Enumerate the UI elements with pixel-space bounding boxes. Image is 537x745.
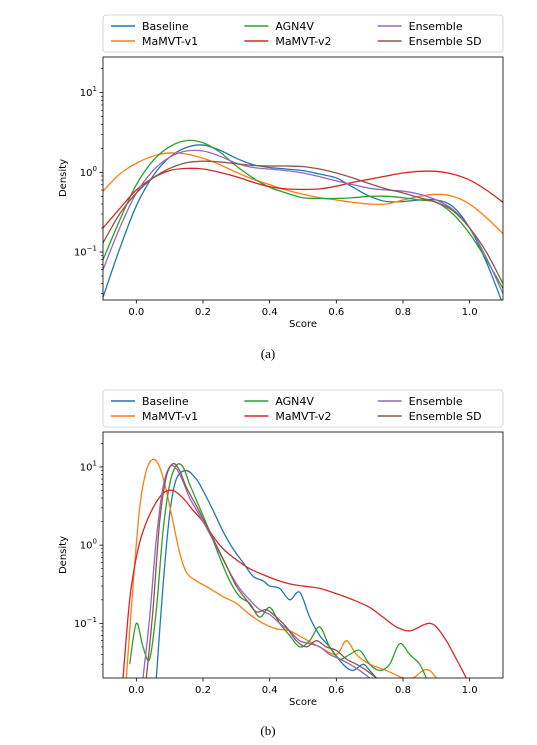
x-tick-label: 0.6: [328, 685, 344, 696]
legend-label: AGN4V: [275, 20, 314, 33]
legend-label: Ensemble: [409, 395, 463, 408]
y-axis-label: Density: [58, 159, 69, 197]
x-tick-label: 0.0: [128, 685, 144, 696]
x-tick-label: 0.2: [195, 685, 211, 696]
legend-label: MaMVT-v2: [275, 410, 331, 423]
x-tick-label: 0.2: [195, 307, 211, 318]
plot-frame: [102, 431, 504, 679]
caption-a: (a): [261, 346, 275, 361]
series-line-ensemble-sd: [145, 462, 377, 678]
legend-label: MaMVT-v1: [142, 35, 198, 48]
x-axis-label: Score: [289, 319, 317, 330]
y-axis-label: Density: [58, 536, 69, 574]
legend-label: Ensemble: [409, 20, 463, 33]
chart-panel-a: Baseline MaMVT-v1 AGN4V MaMVT-v2 Ensemble Ens…: [58, 14, 504, 361]
x-tick-label: 0.6: [328, 307, 344, 318]
y-tick-label: 10−1: [74, 616, 97, 630]
series-line-mamvt-v1: [103, 152, 503, 235]
plot-frame: [102, 56, 504, 301]
legend: Baseline MaMVT-v1 AGN4V MaMVT-v2 Ensemble Ens…: [102, 14, 504, 53]
y-tick-label: 100: [80, 538, 97, 552]
legend-label: MaMVT-v1: [142, 410, 198, 423]
legend-label: Ensemble SD: [409, 410, 482, 423]
x-tick-label: 1.0: [462, 685, 478, 696]
y-tick-label: 101: [80, 85, 97, 99]
series-line-baseline: [155, 469, 377, 678]
series-line-mamvt-v1: [125, 458, 437, 678]
x-tick-label: 1.0: [462, 307, 478, 318]
series-line-baseline: [103, 144, 502, 300]
series-line-mamvt-v2: [122, 489, 467, 678]
legend-label: MaMVT-v2: [275, 35, 331, 48]
x-axis-label: Score: [289, 697, 317, 708]
y-tick-label: 10−1: [74, 245, 97, 259]
series-line-mamvt-v2: [103, 167, 503, 229]
x-tick-label: 0.4: [262, 685, 278, 696]
x-tick-label: 0.0: [128, 307, 144, 318]
legend-label: Baseline: [142, 395, 189, 408]
y-tick-label: 100: [80, 165, 97, 179]
series-line-ensemble-sd: [103, 160, 503, 285]
legend-label: AGN4V: [275, 395, 314, 408]
caption-b: (b): [260, 723, 275, 738]
legend-frame: [102, 389, 504, 428]
legend: Baseline MaMVT-v1 AGN4V MaMVT-v2 Ensemble Ens…: [102, 389, 504, 428]
series-line-agn4v: [129, 463, 427, 678]
x-tick-label: 0.8: [395, 307, 411, 318]
legend-label: Ensemble SD: [409, 35, 482, 48]
x-tick-label: 0.4: [262, 307, 278, 318]
chart-panel-b: Baseline MaMVT-v1 AGN4V MaMVT-v2 Ensemble Ens…: [58, 389, 504, 738]
legend-frame: [102, 14, 504, 53]
x-tick-label: 0.8: [395, 685, 411, 696]
y-tick-label: 101: [80, 459, 97, 473]
series-line-ensemble: [103, 149, 503, 294]
legend-label: Baseline: [142, 20, 189, 33]
